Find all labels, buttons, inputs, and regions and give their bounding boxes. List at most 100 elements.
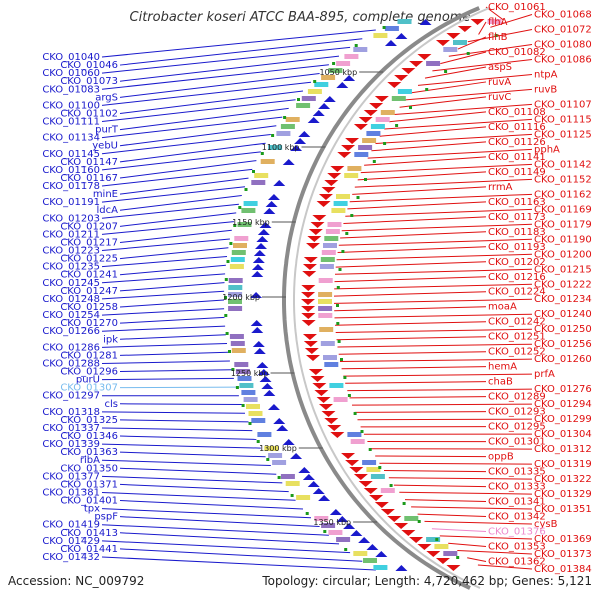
feature-box (319, 327, 334, 332)
left-gene-arrow (366, 544, 379, 550)
right-connector (357, 418, 533, 421)
left-connector (101, 273, 226, 284)
right-connector (448, 542, 487, 548)
left-gene-label: CKO_01147 (60, 157, 118, 168)
left-connector (101, 221, 234, 235)
left-gene-label: CKO_01245 (42, 278, 100, 289)
right-connector (334, 268, 533, 275)
feature-box (362, 138, 377, 143)
feature-box (230, 257, 245, 262)
right-gene-arrow (369, 103, 384, 109)
right-gene-label: CKO_01179 (534, 219, 592, 230)
left-gene-arrow (251, 327, 264, 333)
right-gene-label: CKO_01301 (488, 437, 546, 448)
left-gene-arrow (282, 439, 295, 445)
right-connector (375, 455, 487, 458)
left-connector (101, 151, 261, 171)
right-gene-arrow (303, 257, 318, 263)
right-connector (336, 253, 533, 261)
feature-box (243, 201, 258, 206)
right-gene-label: cysB (534, 519, 558, 530)
marker-dot (336, 322, 340, 325)
left-gene-label: CKO_01337 (42, 423, 100, 434)
left-gene-arrow (250, 320, 263, 326)
feature-box (397, 19, 412, 24)
right-connector (389, 111, 487, 123)
feature-box (370, 474, 385, 479)
right-gene-label: ruvA (488, 77, 511, 88)
kbp-tick-label: 1300 kbp (259, 444, 297, 453)
feature-box (318, 306, 333, 311)
marker-dot (466, 52, 470, 55)
left-connector (119, 351, 229, 356)
feature-box (363, 558, 377, 563)
left-gene-label: purU (76, 375, 100, 386)
marker-dot (350, 214, 354, 217)
marker-dot (244, 188, 248, 191)
marker-dot (435, 538, 439, 541)
right-gene-arrow (316, 201, 331, 207)
marker-dot (425, 88, 429, 91)
left-connector (101, 411, 246, 414)
left-connector (101, 325, 226, 332)
right-connector (335, 328, 533, 333)
feature-box (328, 530, 343, 535)
left-gene-arrow (259, 222, 272, 228)
right-gene-label: prfA (534, 369, 555, 380)
feature-box (344, 173, 359, 178)
right-gene-arrow (321, 187, 336, 193)
right-gene-label: hemA (488, 362, 517, 373)
left-gene-arrow (298, 131, 311, 137)
right-connector (336, 336, 487, 341)
right-gene-label: CKO_01333 (488, 482, 546, 493)
left-gene-arrow (290, 453, 303, 459)
left-gene-label: CKO_01247 (60, 286, 118, 297)
right-connector (343, 373, 533, 377)
feature-box (231, 348, 246, 353)
left-gene-label: CKO_01040 (42, 52, 100, 63)
feature-box (353, 551, 368, 556)
feature-box (323, 355, 337, 360)
left-connector (119, 467, 277, 475)
right-connector (354, 411, 487, 413)
right-gene-label: CKO_01107 (534, 99, 592, 110)
feature-box (380, 488, 395, 493)
feature-box (358, 145, 373, 150)
left-gene-arrow (312, 110, 325, 116)
left-gene-label: CKO_01325 (60, 415, 118, 426)
left-connector (101, 524, 329, 536)
marker-dot (378, 466, 382, 469)
kbp-tick-label: 1250 kbp (231, 369, 269, 378)
right-gene-arrow (363, 110, 378, 116)
feature-box (362, 460, 377, 465)
genome-backbone (282, 6, 490, 590)
feature-box (241, 208, 256, 213)
right-gene-label: CKO_01342 (488, 512, 546, 523)
left-gene-arrow (257, 229, 270, 235)
left-gene-label: argS (95, 92, 118, 103)
feature-box (268, 453, 283, 458)
right-gene-label: CKO_01108 (488, 107, 546, 118)
left-gene-label: CKO_01270 (60, 318, 118, 329)
marker-dot (313, 80, 317, 83)
right-gene-arrow (380, 509, 395, 515)
right-gene-label: CKO_01312 (534, 444, 592, 455)
marker-dot (256, 440, 260, 443)
feature-box (321, 523, 336, 528)
left-connector (119, 229, 232, 243)
left-connector (119, 177, 249, 195)
left-gene-arrow (395, 33, 408, 39)
marker-dot (260, 152, 264, 155)
right-connector (405, 88, 533, 101)
left-gene-arrow (261, 383, 274, 389)
feature-box (353, 47, 368, 52)
marker-dot (382, 26, 386, 29)
left-connector (119, 195, 242, 211)
right-connector (399, 96, 487, 108)
left-connector (101, 290, 225, 300)
right-gene-label: rrmA (488, 182, 513, 193)
right-gene-arrow (435, 40, 450, 46)
marker-dot (409, 106, 412, 109)
right-gene-label: CKO_01183 (488, 227, 546, 238)
